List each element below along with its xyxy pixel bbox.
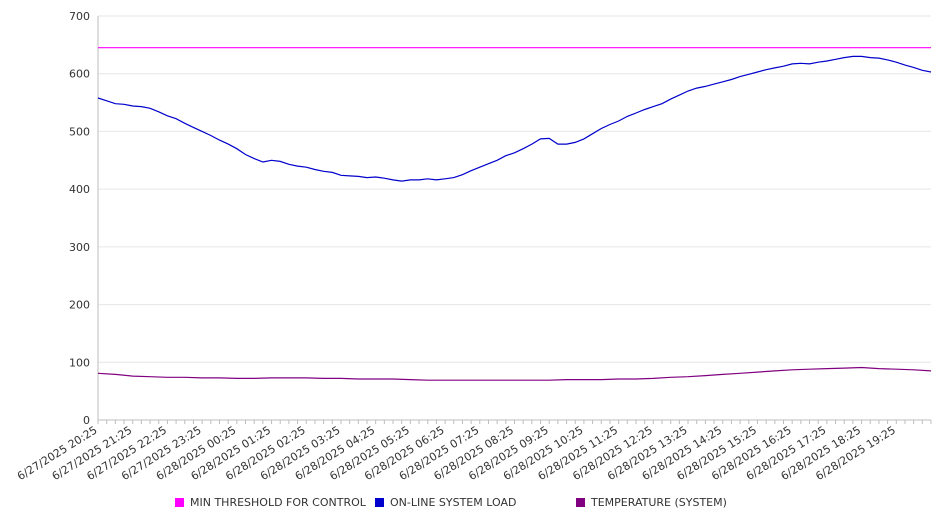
gridlines (98, 15, 931, 363)
y-tick-label: 100 (69, 356, 90, 369)
y-tick-label: 700 (69, 10, 90, 23)
line-chart: 0 100 200 300 400 500 600 700 6/27/2025 20:256/… (15, 10, 932, 484)
legend-item-temperature: TEMPERATURE (SYSTEM) (576, 496, 727, 509)
y-tick-label: 300 (69, 241, 90, 254)
legend-label-min-threshold: MIN THRESHOLD FOR CONTROL (190, 496, 366, 509)
axes (97, 16, 932, 424)
legend-label-online-load: ON-LINE SYSTEM LOAD (390, 496, 517, 509)
legend-item-online-load: ON-LINE SYSTEM LOAD (375, 496, 516, 509)
legend-label-temperature: TEMPERATURE (SYSTEM) (591, 496, 727, 509)
y-tick-label: 500 (69, 125, 90, 138)
y-tick-label: 400 (69, 183, 90, 196)
series-line-temperature (97, 366, 932, 381)
y-tick-label: 600 (69, 68, 90, 81)
y-tick-label: 0 (83, 414, 90, 427)
legend-swatch-temperature (576, 498, 585, 507)
legend-swatch-min-threshold (175, 498, 184, 507)
series-lines (97, 47, 932, 381)
legend: MIN THRESHOLD FOR CONTROL ON-LINE SYSTEM… (0, 496, 946, 516)
y-tick-label: 200 (69, 299, 90, 312)
series-line-online-load (97, 55, 932, 182)
legend-swatch-online-load (375, 498, 384, 507)
legend-item-min-threshold: MIN THRESHOLD FOR CONTROL (175, 496, 366, 509)
y-axis-ticks: 0 100 200 300 400 500 600 700 (69, 10, 90, 427)
x-axis-ticks: 6/27/2025 20:256/27/2025 21:256/27/2025 … (15, 424, 898, 484)
